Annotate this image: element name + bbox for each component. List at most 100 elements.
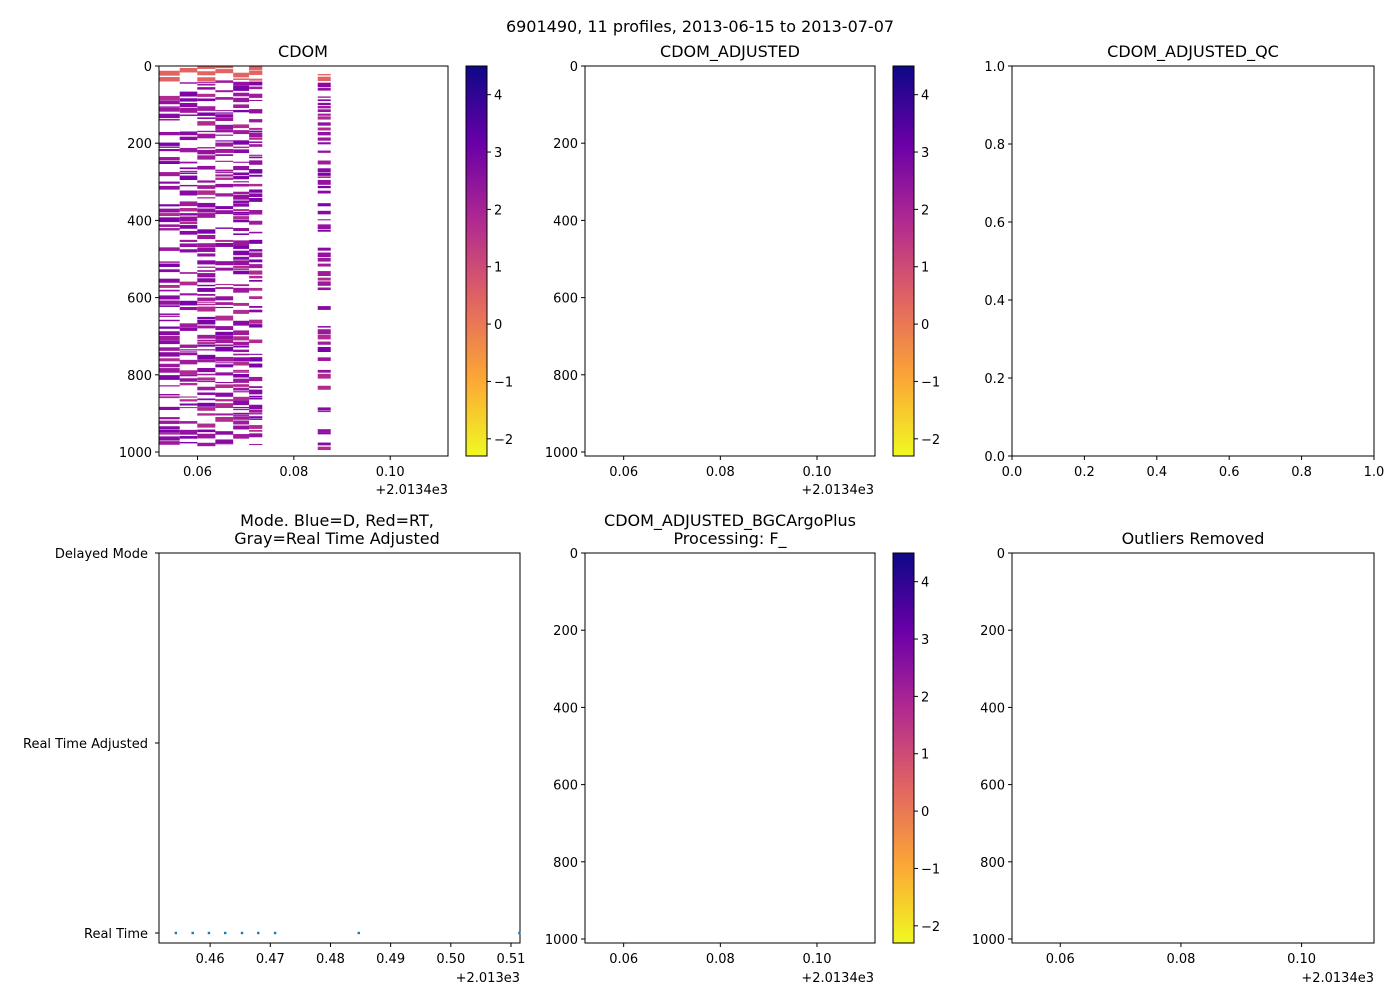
heatmap-cell	[317, 373, 331, 379]
heatmap-cell	[179, 131, 198, 136]
heatmap-cell	[197, 380, 216, 383]
heatmap-cell	[233, 412, 250, 415]
heatmap-cell	[179, 216, 198, 222]
heatmap-cell	[159, 77, 180, 82]
heatmap-cell	[215, 140, 234, 142]
heatmap-cell	[249, 119, 263, 123]
heatmap-cell	[317, 96, 331, 98]
heatmap-cell	[233, 371, 250, 373]
x-offset-label: +2.0134e3	[375, 483, 448, 498]
y-tick-label: 400	[553, 701, 578, 716]
heatmap-cell	[233, 270, 250, 275]
heatmap-cell	[215, 364, 234, 368]
heatmap-cell	[159, 208, 180, 213]
heatmap-cell	[249, 93, 263, 98]
heatmap-cell	[317, 132, 331, 136]
heatmap-cell	[215, 384, 234, 388]
x-offset-label: +2.0134e3	[801, 971, 874, 986]
heatmap-cell	[215, 172, 234, 174]
heatmap-cell	[197, 359, 216, 363]
heatmap-cell	[159, 420, 180, 424]
y-tick-label: 0.2	[984, 372, 1005, 387]
heatmap-cell	[249, 376, 263, 382]
heatmap-cell	[317, 190, 331, 194]
colorbar-tick-label: 1	[921, 748, 929, 763]
heatmap-cell	[249, 132, 263, 138]
heatmap-cell	[159, 319, 180, 322]
heatmap-cell	[233, 97, 250, 103]
y-tick-label: 1000	[972, 933, 1005, 948]
heatmap-cell	[159, 368, 180, 373]
heatmap-cell	[233, 104, 250, 109]
heatmap-cell	[215, 399, 234, 402]
heatmap-cell	[215, 66, 234, 69]
heatmap-cell	[233, 165, 250, 171]
heatmap-cell	[197, 316, 216, 320]
heatmap-cell	[249, 430, 263, 432]
heatmap-cell	[249, 109, 263, 114]
heatmap-cell	[233, 345, 250, 348]
heatmap-cell	[249, 144, 263, 147]
heatmap-cell	[159, 172, 180, 177]
colorbar-tick-label: 2	[921, 690, 929, 705]
heatmap-cell	[159, 305, 180, 307]
heatmap-cell	[197, 297, 216, 301]
heatmap-cell	[249, 386, 263, 389]
heatmap-cell	[317, 369, 331, 373]
heatmap-cell	[159, 396, 180, 399]
heatmap-cell	[233, 240, 250, 246]
heatmap-cell	[197, 377, 216, 381]
heatmap-cell	[197, 392, 216, 395]
heatmap-cell	[159, 394, 180, 396]
x-tick-label: 0.49	[376, 952, 405, 967]
heatmap-cell	[215, 97, 234, 100]
x-offset-label: +2.0134e3	[1301, 971, 1374, 986]
heatmap-cell	[197, 287, 216, 292]
heatmap-cell	[233, 391, 250, 393]
colorbar-cdom-adjusted: 4 3 2 1 0 −1 −2	[892, 65, 940, 457]
heatmap-cell	[197, 303, 216, 306]
heatmap-cell	[233, 92, 250, 97]
heatmap-cell	[159, 100, 180, 105]
heatmap-cell	[197, 398, 216, 401]
mode-point	[240, 931, 244, 935]
x-tick-label: 0.08	[706, 465, 735, 480]
heatmap-cell	[249, 189, 263, 193]
heatmap-cell	[179, 421, 198, 424]
x-tick-label: 0.48	[316, 952, 345, 967]
heatmap-cell	[249, 433, 263, 438]
axes-frame	[1011, 65, 1375, 457]
heatmap-cell	[197, 325, 216, 329]
heatmap-cell	[197, 270, 216, 272]
x-tick-label: 0.46	[196, 952, 225, 967]
y-tick-label: 600	[553, 292, 578, 307]
heatmap-cell	[159, 347, 180, 351]
heatmap-cell	[215, 261, 234, 266]
x-offset-label: +2.013e3	[456, 971, 520, 986]
heatmap-cell	[233, 191, 250, 195]
heatmap-cell	[317, 142, 331, 145]
heatmap-cell	[159, 313, 180, 315]
x-tick-label: 0.0	[1002, 465, 1023, 480]
heatmap-cell	[233, 245, 250, 249]
heatmap-cell	[233, 149, 250, 154]
x-axis-cdom-bgcargoplus: 0.06 0.08 0.10	[609, 943, 831, 967]
axes-frame	[584, 65, 876, 457]
x-tick-label: 0.10	[803, 465, 832, 480]
heatmap-cell	[249, 425, 263, 429]
heatmap-cell	[197, 243, 216, 248]
heatmap-cell	[197, 368, 216, 373]
y-axis-mode: Delayed Mode Real Time Adjusted Real Time	[23, 547, 159, 942]
heatmap-cell	[249, 81, 263, 86]
y-tick-label: 0.6	[984, 216, 1005, 231]
colorbar-tick-label: 4	[921, 89, 929, 104]
heatmap-cell	[179, 225, 198, 229]
y-tick-label: 200	[127, 137, 152, 152]
heatmap-cell	[317, 281, 331, 286]
heatmap-cell	[233, 161, 250, 163]
heatmap-cell	[197, 423, 216, 428]
heatmap-cell	[179, 396, 198, 398]
colorbar-cdom: 4 3 2 1 0 −1 −2	[465, 65, 513, 457]
heatmap-cell	[249, 130, 263, 133]
heatmap-cell	[249, 160, 263, 165]
